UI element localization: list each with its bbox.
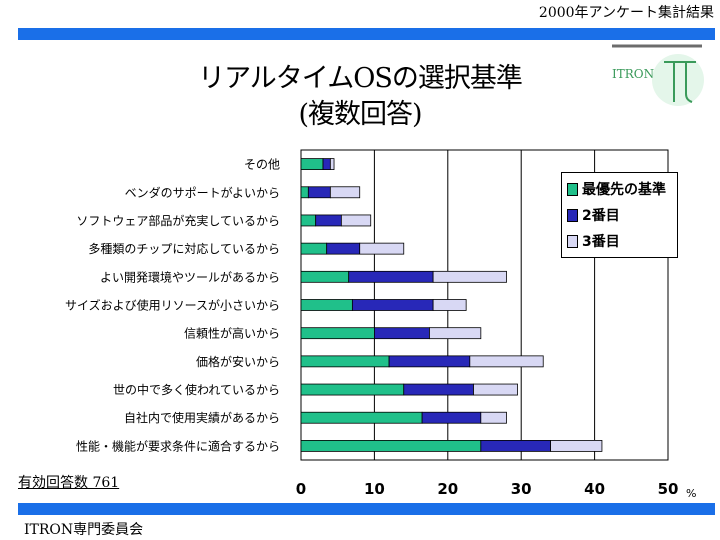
legend-item-second: 2番目 [567, 205, 620, 225]
bar-segment-1 [300, 440, 482, 452]
bar-segment-3 [473, 383, 518, 396]
bar-segment-2 [322, 158, 331, 170]
bar-segment-3 [469, 355, 544, 368]
x-unit-label: % [686, 487, 696, 500]
category-label: ベンダのサポートがよいから [125, 185, 280, 200]
top-accent-bar [18, 28, 715, 40]
bar-segment-1 [300, 242, 328, 255]
bar-segment-2 [373, 327, 430, 340]
bar-segment-2 [307, 186, 331, 199]
bar-segment-1 [300, 411, 423, 424]
bar-segment-2 [421, 411, 482, 424]
category-label: 多種類のチップに対応しているから [88, 242, 280, 256]
bar-segment-1 [300, 327, 375, 340]
footer-committee: ITRON専門委員会 [24, 522, 144, 538]
bar-segment-3 [480, 411, 507, 424]
itron-logo: ITRON [612, 44, 704, 106]
bar-segment-2 [480, 440, 551, 452]
category-label: ソフトウェア部品が充実しているから [76, 213, 280, 228]
bar-segment-3 [329, 158, 335, 170]
legend-swatch-second [567, 208, 578, 222]
category-label: 性能・機能が要求条件に適合するから [76, 438, 280, 453]
x-tick-label: 50 [658, 480, 679, 498]
bar-segment-1 [300, 355, 390, 368]
x-tick-label: 30 [511, 480, 532, 498]
x-tick-label: 0 [296, 480, 306, 498]
legend-swatch-first [567, 182, 578, 196]
legend-label-third: 3番目 [582, 234, 620, 250]
bar-segment-3 [359, 242, 405, 255]
category-label: 信頼性が高いから [184, 326, 280, 341]
category-label: 価格が安いから [196, 354, 280, 369]
response-count: 有効回答数 761 [18, 475, 120, 491]
category-label: サイズおよび使用リソースが小さいから [65, 298, 280, 313]
bar-segment-3 [432, 299, 467, 311]
bar-segment-2 [403, 383, 474, 396]
x-tick-label: 20 [437, 480, 458, 498]
bar-segment-3 [429, 327, 482, 340]
chart-legend: 最優先の基準 2番目 3番目 [561, 172, 678, 258]
category-label: 世の中で多く使われているから [113, 382, 280, 397]
x-tick-label: 10 [364, 480, 385, 498]
legend-item-third: 3番目 [567, 231, 620, 251]
bar-segment-1 [300, 186, 309, 199]
legend-swatch-third [567, 234, 578, 248]
bar-segment-1 [300, 214, 317, 227]
bar-segment-3 [432, 270, 507, 283]
legend-item-first: 最優先の基準 [567, 179, 666, 199]
legend-label-first: 最優先の基準 [582, 182, 666, 198]
bar-segment-2 [348, 270, 434, 283]
bar-segment-2 [388, 355, 471, 368]
bar-segment-1 [300, 158, 324, 170]
bar-segment-2 [351, 299, 434, 311]
bar-segment-1 [300, 299, 353, 311]
logo-text: ITRON [612, 67, 654, 81]
bar-segment-2 [326, 242, 361, 255]
bar-segment-3 [329, 186, 361, 199]
bar-segment-1 [300, 383, 405, 396]
x-tick-label: 40 [584, 480, 605, 498]
legend-label-second: 2番目 [582, 208, 620, 224]
bar-segment-3 [340, 214, 372, 227]
page-subtitle: (複数回答) [298, 99, 422, 130]
bar-segment-3 [550, 440, 603, 452]
category-label: よい開発環境やツールがあるから [100, 269, 280, 284]
bar-segment-1 [300, 270, 350, 283]
bottom-accent-bar [18, 503, 715, 515]
bar-segment-2 [315, 214, 342, 227]
category-label: その他 [244, 158, 280, 172]
category-label: 自社内で使用実績があるから [124, 410, 280, 425]
page-title: リアルタイムOSの選択基準 [198, 63, 523, 94]
survey-header: 2000年アンケート集計結果 [538, 5, 714, 21]
